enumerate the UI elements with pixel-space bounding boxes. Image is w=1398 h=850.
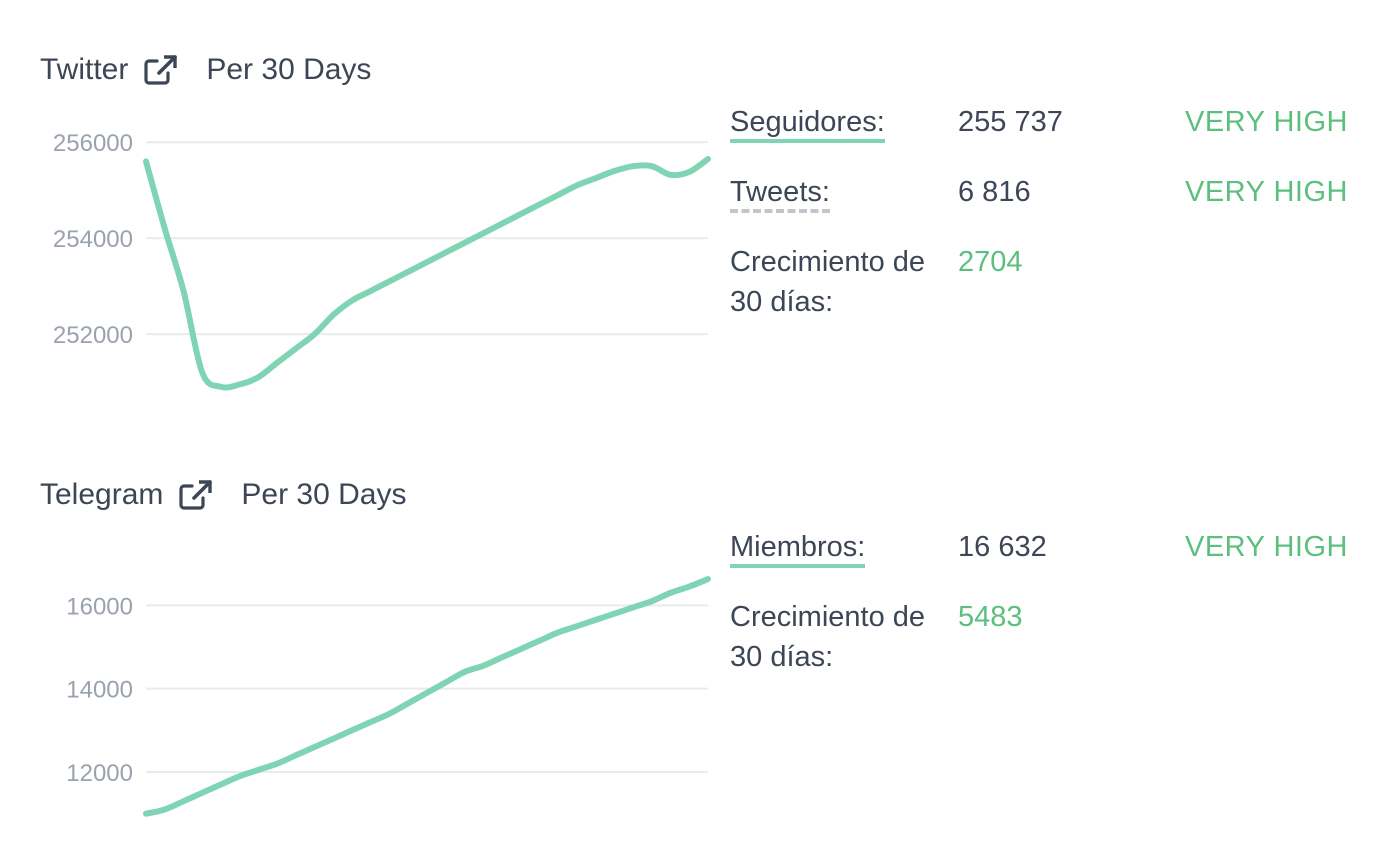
telegram-growth-label: Crecimiento de 30 días: (730, 601, 926, 673)
twitter-title: Twitter (40, 53, 129, 86)
tweets-rating: VERY HIGH (1185, 176, 1348, 208)
twitter-period-label: Per 30 Days (206, 53, 372, 86)
twitter-chart: 256000 254000 252000 (53, 130, 711, 391)
telegram-chart: 16000 14000 12000 (66, 576, 711, 817)
telegram-header: Telegram Per 30 Days (40, 475, 406, 515)
telegram-y-tick-label: 14000 (66, 677, 133, 704)
twitter-stat-growth: Crecimiento de 30 días: 2704 (730, 236, 1370, 326)
members-value: 16 632 (958, 531, 1047, 563)
telegram-stats: Miembros: 16 632 VERY HIGH Crecimiento d… (730, 521, 1370, 681)
telegram-title: Telegram (40, 478, 164, 511)
telegram-y-tick-label: 16000 (66, 593, 133, 620)
twitter-growth-label: Crecimiento de 30 días: (730, 246, 926, 318)
telegram-section: Telegram Per 30 Days 16000 14000 12000 Mie… (0, 425, 1398, 850)
tweets-label[interactable]: Tweets: (730, 175, 830, 213)
twitter-stats: Seguidores: 255 737 VERY HIGH Tweets: 6 … (730, 96, 1370, 326)
external-link-icon[interactable] (144, 55, 178, 85)
followers-rating: VERY HIGH (1185, 106, 1348, 138)
telegram-period-label: Per 30 Days (241, 478, 407, 511)
telegram-growth-value: 5483 (958, 601, 1023, 633)
twitter-growth-value: 2704 (958, 246, 1023, 278)
telegram-y-tick-label: 12000 (66, 760, 133, 787)
twitter-stat-followers: Seguidores: 255 737 VERY HIGH (730, 96, 1370, 166)
twitter-y-tick-label: 254000 (53, 226, 133, 253)
twitter-stat-tweets: Tweets: 6 816 VERY HIGH (730, 166, 1370, 236)
twitter-y-tick-label: 252000 (53, 322, 133, 349)
members-label[interactable]: Miembros: (730, 530, 866, 568)
telegram-stat-growth: Crecimiento de 30 días: 5483 (730, 591, 1370, 681)
external-link-icon[interactable] (179, 480, 213, 510)
tweets-value: 6 816 (958, 176, 1031, 208)
followers-label[interactable]: Seguidores: (730, 105, 885, 143)
members-rating: VERY HIGH (1185, 531, 1348, 563)
twitter-section: Twitter Per 30 Days 256000 254000 252000 S… (40, 50, 1370, 391)
telegram-stat-members: Miembros: 16 632 VERY HIGH (730, 521, 1370, 591)
telegram-series-line (143, 576, 711, 817)
followers-value: 255 737 (958, 106, 1063, 138)
twitter-series-line (143, 156, 711, 391)
twitter-y-tick-label: 256000 (53, 130, 133, 157)
twitter-header: Twitter Per 30 Days (40, 50, 371, 90)
